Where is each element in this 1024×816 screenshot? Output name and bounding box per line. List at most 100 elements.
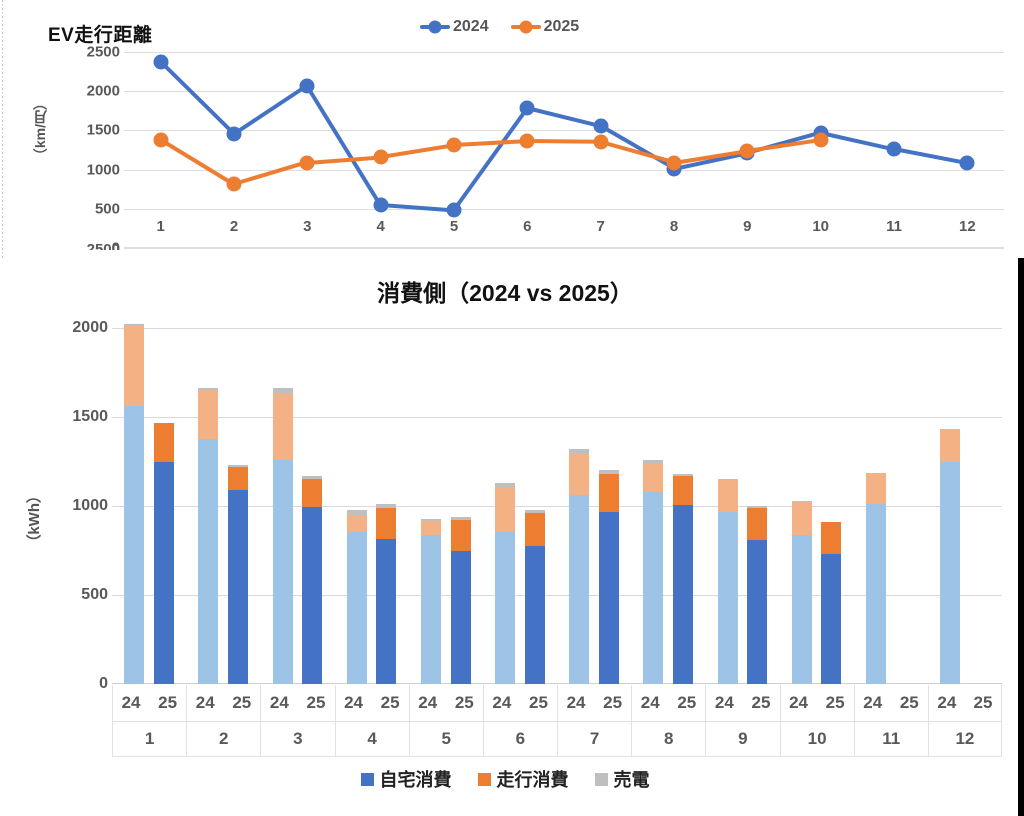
legend-item-electricity-sold[interactable]: 売電 xyxy=(594,766,650,792)
bar-5-25[interactable] xyxy=(450,516,471,684)
data-point-2025[interactable] xyxy=(446,137,462,153)
data-point-2025[interactable] xyxy=(666,155,682,171)
bar-segment-売電 xyxy=(747,506,768,508)
x-axis-year-label: 24 xyxy=(112,685,149,721)
x-axis-year-label: 25 xyxy=(751,693,771,712)
bar-segment-自宅消費 xyxy=(153,461,174,684)
data-point-2024[interactable] xyxy=(373,197,389,213)
bar-9-25[interactable] xyxy=(747,506,768,684)
bar-9-24[interactable] xyxy=(717,478,738,684)
bar-3-24[interactable] xyxy=(272,387,293,684)
data-point-2025[interactable] xyxy=(739,143,755,159)
legend-item-home-consumption[interactable]: 自宅消費 xyxy=(360,766,452,792)
x-axis-year-label: 25 xyxy=(232,693,252,712)
square-swatch-icon xyxy=(594,772,608,786)
data-point-2025[interactable] xyxy=(813,132,829,148)
legend-item-2025[interactable]: 2025 xyxy=(510,18,579,36)
bar-segment-自宅消費 xyxy=(717,512,738,684)
gridline xyxy=(124,52,1004,53)
x-axis-month-label: 3 xyxy=(260,721,334,757)
bar-segment-走行消費 xyxy=(420,521,441,535)
bar-1-24[interactable] xyxy=(124,323,145,684)
data-point-2024[interactable] xyxy=(226,126,242,142)
bar-1-25[interactable] xyxy=(153,423,174,684)
bar-segment-売電 xyxy=(124,323,145,327)
data-point-2024[interactable] xyxy=(959,155,975,171)
gridline xyxy=(112,328,1002,329)
bar-2-25[interactable] xyxy=(228,464,249,684)
data-point-2024[interactable] xyxy=(446,202,462,218)
data-point-2024[interactable] xyxy=(153,54,169,70)
x-axis-year-label: 25 xyxy=(454,693,474,712)
bar-8-25[interactable] xyxy=(673,474,694,684)
data-point-2025[interactable] xyxy=(226,176,242,192)
bar-segment-走行消費 xyxy=(598,473,619,513)
data-point-2025[interactable] xyxy=(373,149,389,165)
bar-4-25[interactable] xyxy=(376,504,397,684)
bottom-chart-plot-area[interactable] xyxy=(112,323,1002,684)
data-point-2024[interactable] xyxy=(593,118,609,134)
right-edge-black-bar-artifact xyxy=(1018,258,1024,816)
bar-segment-走行消費 xyxy=(302,479,323,507)
bar-6-24[interactable] xyxy=(495,482,516,684)
top-chart-y-axis-title: （km/月） xyxy=(32,96,48,163)
bar-3-25[interactable] xyxy=(302,475,323,684)
top-chart-x-tick-label: 5 xyxy=(449,218,459,235)
x-axis-year-label: 24 xyxy=(705,685,742,721)
line-segment-2025 xyxy=(159,138,236,187)
bar-5-24[interactable] xyxy=(420,519,441,684)
legend-item-driving-consumption[interactable]: 走行消費 xyxy=(477,766,569,792)
x-axis-year-label: 24 xyxy=(631,685,668,721)
bottom-chart-y-tick-label: 1000 xyxy=(72,497,108,514)
bar-segment-走行消費 xyxy=(569,454,590,496)
bar-6-25[interactable] xyxy=(524,510,545,684)
data-point-2024[interactable] xyxy=(299,78,315,94)
bar-segment-自宅消費 xyxy=(643,491,664,684)
x-axis-month-label: 6 xyxy=(482,721,557,757)
ev-distance-line-chart[interactable]: EV走行距離 2024 2025 （km/月） 2500 2000 1500 1000… xyxy=(0,0,1010,250)
top-chart-legend[interactable]: 2024 2025 xyxy=(420,18,579,36)
data-point-2025[interactable] xyxy=(153,132,169,148)
bar-segment-売電 xyxy=(346,510,367,515)
line-segment-2025 xyxy=(380,143,455,160)
bar-4-24[interactable] xyxy=(346,510,367,684)
data-point-2025[interactable] xyxy=(299,155,315,171)
bar-segment-売電 xyxy=(302,475,323,480)
bar-segment-売電 xyxy=(495,482,516,488)
data-point-2025[interactable] xyxy=(593,134,609,150)
data-point-2024[interactable] xyxy=(886,141,902,157)
line-segment-2024 xyxy=(599,124,675,171)
x-axis-month-row: 1 2 3 4 5 6 7 8 9 10 11 12 xyxy=(112,721,1002,757)
bar-segment-走行消費 xyxy=(791,502,812,536)
bar-segment-自宅消費 xyxy=(673,505,694,684)
consumption-stacked-bar-chart[interactable]: 消費側（2024 vs 2025） （kWh） 2000 1500 1000 500 0… xyxy=(0,258,1010,816)
x-axis-year-label: 24 xyxy=(260,685,297,721)
bar-10-24[interactable] xyxy=(791,500,812,684)
top-chart-x-tick-label: 9 xyxy=(743,218,752,235)
top-chart-plot-area[interactable] xyxy=(124,52,1004,249)
bar-7-25[interactable] xyxy=(598,470,619,684)
legend-item-2024[interactable]: 2024 xyxy=(420,18,489,36)
legend-label-driving-consumption: 走行消費 xyxy=(496,770,569,790)
top-chart-y-tick-label: 0 xyxy=(111,239,120,251)
bar-segment-売電 xyxy=(450,516,471,521)
bar-10-25[interactable] xyxy=(821,522,842,684)
bar-2-24[interactable] xyxy=(198,388,219,684)
x-axis-year-label: 24 xyxy=(408,685,446,721)
data-point-2025[interactable] xyxy=(519,133,535,149)
bar-segment-売電 xyxy=(791,500,812,503)
bar-7-24[interactable] xyxy=(569,449,590,684)
x-axis-year-label: 24 xyxy=(334,685,372,721)
x-axis-divider xyxy=(112,756,1002,757)
bar-11-24[interactable] xyxy=(865,473,886,684)
bottom-chart-legend[interactable]: 自宅消費 走行消費 売電 xyxy=(0,766,1010,792)
bottom-chart-y-tick-label: 1500 xyxy=(72,408,108,425)
data-point-2024[interactable] xyxy=(519,100,535,116)
bar-12-24[interactable] xyxy=(940,429,961,684)
bar-8-24[interactable] xyxy=(643,459,664,684)
top-chart-title: EV走行距離 xyxy=(48,25,153,46)
bar-segment-自宅消費 xyxy=(376,538,397,684)
line-segment-2024 xyxy=(305,84,383,206)
top-chart-y-ticks: 2500 2000 1500 1000 500 0 xyxy=(58,44,120,251)
x-axis-month-label: 12 xyxy=(927,721,1002,757)
